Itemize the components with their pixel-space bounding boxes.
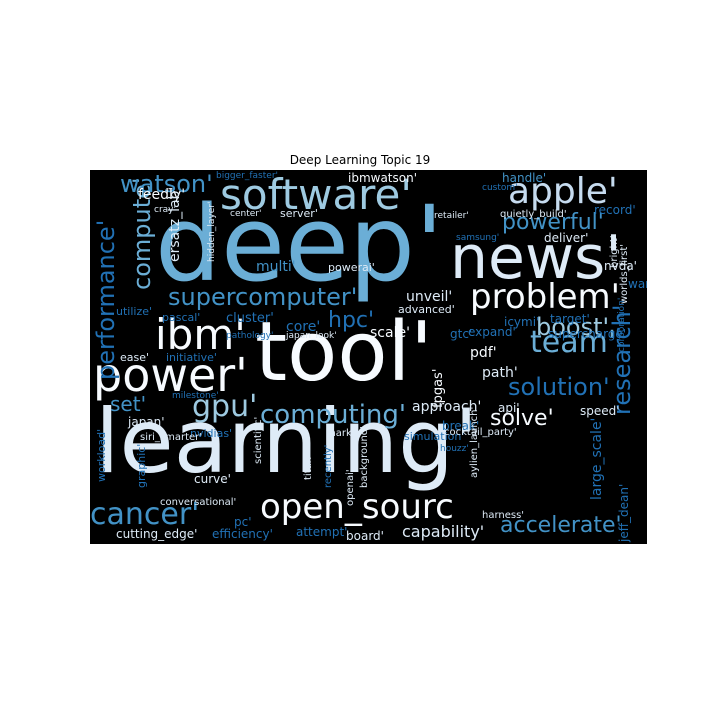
word: custom' — [482, 183, 518, 193]
word: solution' — [508, 373, 610, 401]
word: graphic' — [135, 443, 148, 488]
word: boost' — [536, 313, 610, 341]
word: background' — [359, 426, 370, 488]
word: ease' — [120, 351, 150, 364]
word: multi' — [256, 259, 296, 275]
word: scientific' — [253, 416, 264, 464]
word: news' — [450, 223, 622, 293]
word: milestone' — [172, 391, 219, 401]
word: core' — [286, 319, 321, 335]
word: large_scale' — [589, 417, 605, 500]
word: utilize' — [116, 305, 153, 318]
word: ersatz_lab' — [167, 186, 183, 262]
word: deep' — [155, 183, 444, 305]
word: nvidias' — [190, 427, 233, 440]
word: software' — [220, 170, 412, 219]
word: harness' — [482, 510, 525, 521]
word: power' — [93, 348, 248, 402]
word: advanced' — [398, 303, 455, 316]
word: cancer' — [90, 497, 200, 532]
word: tool' — [255, 305, 433, 400]
word: war' — [628, 277, 647, 291]
word: mark' — [326, 428, 355, 439]
word: samsung' — [456, 233, 500, 243]
word: performance' — [92, 219, 120, 380]
word: api' — [498, 401, 520, 415]
word: conversational' — [160, 497, 237, 508]
word: siri_smarter' — [140, 432, 203, 443]
word: recently' — [323, 444, 334, 488]
word: unveil' — [406, 289, 453, 305]
chart-title: Deep Learning Topic 19 — [289, 153, 431, 167]
word: learning' — [95, 390, 479, 493]
word: cutting_edge' — [116, 527, 198, 541]
word: board' — [346, 529, 384, 543]
word: path' — [482, 365, 518, 381]
word: pc' — [234, 515, 252, 529]
word: deliver' — [544, 231, 589, 245]
word: supercharge' — [548, 327, 627, 341]
word: cray' — [154, 205, 176, 215]
word: pascal' — [162, 311, 201, 324]
word: set' — [110, 392, 147, 416]
word: center' — [230, 209, 262, 219]
word: scale' — [370, 325, 410, 341]
word: target' — [550, 312, 590, 326]
word: speed' — [580, 404, 620, 418]
word: supercomputer' — [168, 283, 358, 311]
word: simulation' — [404, 430, 465, 443]
word: problem' — [470, 277, 621, 317]
word: gpu' — [192, 389, 258, 424]
word: cocktail_party' — [444, 427, 517, 438]
word: approach' — [412, 399, 482, 415]
word: worlds_first' — [619, 243, 630, 304]
word: ibm' — [155, 310, 246, 359]
word: hpc' — [328, 308, 375, 333]
word: japan_look' — [286, 331, 337, 341]
word: handle' — [502, 171, 547, 185]
word: capability' — [402, 522, 485, 541]
word: bigger_faster' — [216, 171, 278, 181]
word: gtc' — [450, 327, 473, 341]
word: efficiency' — [212, 527, 273, 541]
word: retailer' — [434, 211, 469, 221]
word: ibmwatson' — [348, 171, 418, 185]
word: curve' — [194, 472, 231, 486]
word: accelerate' — [500, 513, 622, 538]
word: record' — [594, 203, 636, 217]
word: quietly_build' — [500, 209, 567, 220]
word: expand' — [468, 325, 516, 339]
word: pathology' — [226, 331, 274, 341]
word: houzz' — [440, 444, 469, 454]
word: open_sourc — [260, 487, 454, 527]
word: powerful' — [502, 210, 604, 235]
word: apple' — [508, 171, 618, 212]
word: icymi' — [504, 315, 540, 329]
word: aylien_launch' — [469, 406, 480, 478]
word: watson' — [120, 170, 213, 198]
word: nvda' — [604, 259, 637, 273]
word: jeff_dean' — [617, 483, 631, 542]
word: powerai' — [328, 261, 375, 274]
word: hidden_layer' — [207, 201, 217, 262]
word: pdf' — [470, 345, 497, 361]
word: japan' — [128, 415, 165, 429]
word: computing' — [260, 400, 407, 430]
word: attempt' — [296, 525, 348, 539]
word: cluster' — [226, 311, 274, 326]
word: openai' — [345, 469, 356, 506]
word: initiative' — [166, 351, 217, 364]
word: server' — [280, 207, 318, 220]
word-cloud: learning' tool' deep' news' software' apple' p… — [90, 170, 647, 544]
word: break' — [442, 419, 480, 433]
word: solve' — [490, 406, 554, 431]
word: corporation' — [617, 297, 627, 352]
word: feedly' — [138, 187, 186, 203]
word: titan' — [303, 454, 314, 480]
word: workload' — [95, 428, 108, 482]
word: team' — [530, 325, 617, 360]
